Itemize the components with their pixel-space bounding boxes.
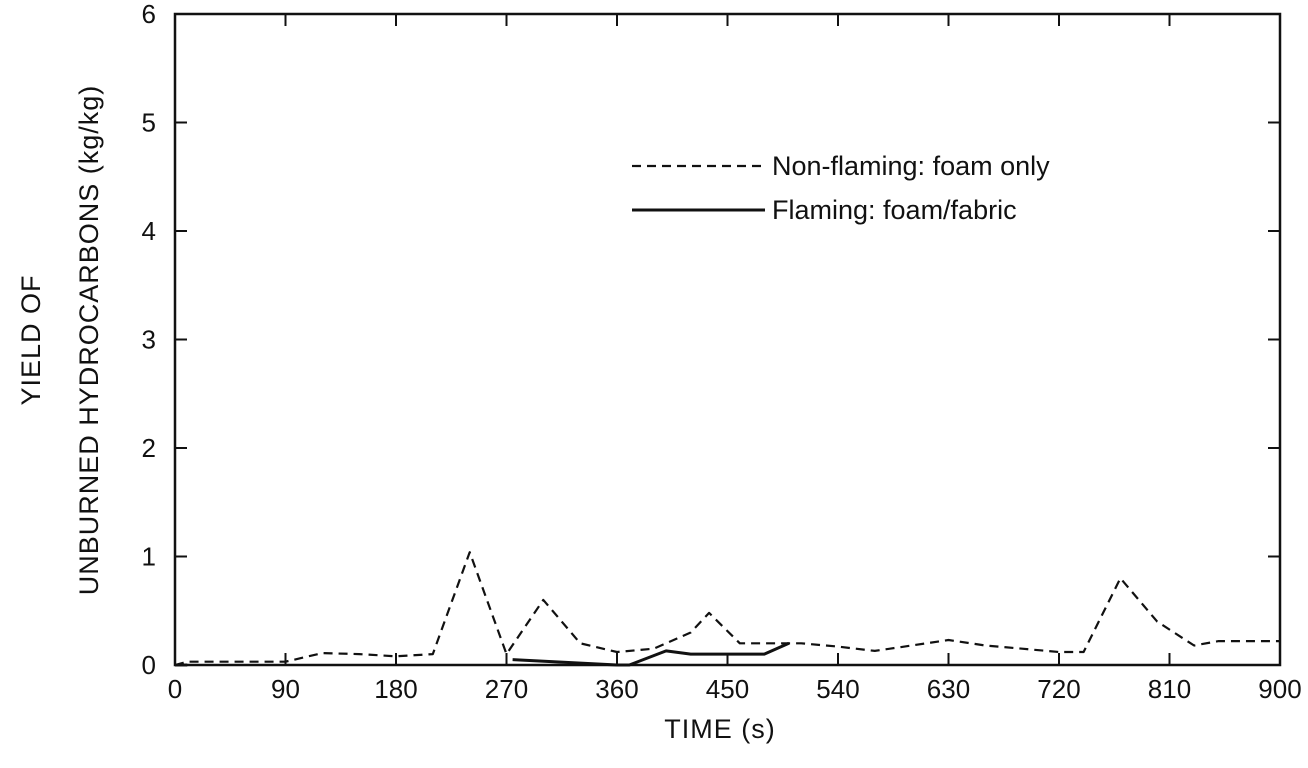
x-tick-label: 720 — [1037, 674, 1080, 704]
legend-item-non-flaming-label: Non-flaming: foam only — [772, 151, 1050, 181]
series-line-non-flaming — [174, 551, 1280, 667]
x-tick-label: 900 — [1258, 674, 1301, 704]
x-tick-label: 270 — [485, 674, 528, 704]
series-layer — [174, 551, 1280, 667]
y-tick-label: 0 — [142, 650, 156, 680]
y-tick-label: 6 — [142, 0, 156, 29]
y-tick-label: 5 — [142, 108, 156, 138]
axes: 0 90 180 270 360 450 540 630 720 810 900 0 1 2 3 4 5 6 — [142, 0, 1302, 704]
x-tick-label: 90 — [271, 674, 300, 704]
x-tick-label: 540 — [816, 674, 859, 704]
x-tick-label: 630 — [927, 674, 970, 704]
x-tick-label: 810 — [1148, 674, 1191, 704]
y-tick-label: 1 — [142, 542, 156, 572]
y-tick-label: 2 — [142, 433, 156, 463]
x-axis-title: TIME (s) — [664, 714, 775, 744]
plot-frame — [173, 12, 1282, 667]
y-axis-title-line1: YIELD OF — [16, 274, 46, 405]
legend: Non-flaming: foam only Flaming: foam/fabr… — [632, 151, 1050, 225]
x-tick-label: 450 — [706, 674, 749, 704]
x-tick-label: 0 — [168, 674, 182, 704]
x-tick-label: 180 — [374, 674, 417, 704]
y-axis-title-line2: UNBURNED HYDROCARBONS (kg/kg) — [74, 85, 104, 596]
legend-item-flaming-label: Flaming: foam/fabric — [772, 195, 1017, 225]
y-tick-label: 4 — [142, 216, 156, 246]
y-tick-label: 3 — [142, 325, 156, 355]
series-line-flaming — [175, 641, 790, 667]
x-tick-label: 360 — [595, 674, 638, 704]
